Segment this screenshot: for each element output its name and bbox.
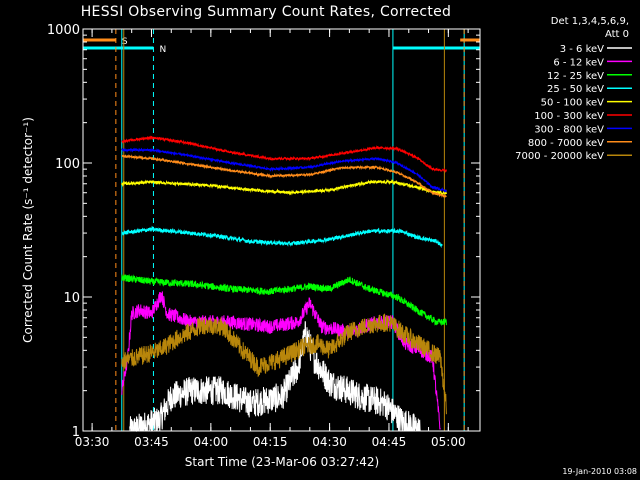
series-line-3-6-kev bbox=[129, 321, 421, 433]
plot-frame bbox=[82, 28, 481, 432]
x-tick-label: 04:15 bbox=[253, 435, 288, 449]
x-axis-title: Start Time (23-Mar-06 03:27:42) bbox=[185, 455, 379, 469]
y-tick-label: 100 bbox=[55, 157, 80, 172]
observing-flags: SN bbox=[83, 37, 480, 55]
series-line-800-7000-kev bbox=[121, 154, 447, 199]
legend: Det 1,3,4,5,6,9, Att 03 - 6 keV 6 - 12 keV… bbox=[515, 16, 632, 162]
series-line-25-50-kev bbox=[121, 225, 443, 249]
flag-label: S bbox=[122, 37, 128, 47]
legend-label-300-800-kev: 300 - 800 keV bbox=[534, 124, 604, 135]
series-line-300-800-kev bbox=[121, 147, 447, 194]
chart-title: HESSI Observing Summary Count Rates, Cor… bbox=[81, 4, 452, 20]
y-tick-label: 10 bbox=[63, 291, 80, 306]
series-group bbox=[121, 135, 447, 433]
x-tick-label: 04:00 bbox=[194, 435, 229, 449]
legend-label-100-300-kev: 100 - 300 keV bbox=[534, 111, 604, 122]
y-axis: 1 10 100 1000 bbox=[47, 23, 480, 440]
x-axis: 03:30 03:45 04:00 04:15 04:30 04:45 05:00 bbox=[75, 29, 469, 449]
legend-header: Att 0 bbox=[605, 29, 629, 40]
x-tick-label: 03:30 bbox=[75, 435, 110, 449]
x-tick-label: 04:30 bbox=[312, 435, 347, 449]
x-tick-label: 04:45 bbox=[372, 435, 407, 449]
x-tick-label: 03:45 bbox=[134, 435, 169, 449]
legend-label-6-12-kev: 6 - 12 keV bbox=[553, 57, 604, 68]
legend-label-50-100-kev: 50 - 100 keV bbox=[541, 98, 605, 109]
series-line-50-100-kev bbox=[121, 178, 447, 196]
x-tick-label: 05:00 bbox=[431, 435, 466, 449]
flag-label: N bbox=[159, 45, 166, 55]
legend-label-3-6-kev: 3 - 6 keV bbox=[560, 44, 604, 55]
y-tick-label: 1000 bbox=[47, 23, 80, 38]
series-line-12-25-kev bbox=[121, 274, 447, 326]
y-tick-label: 1 bbox=[72, 425, 80, 440]
event-markers bbox=[115, 29, 465, 431]
legend-label-800-7000-kev: 800 - 7000 keV bbox=[528, 138, 604, 149]
legend-label-25-50-kev: 25 - 50 keV bbox=[547, 84, 604, 95]
generation-date: 19-Jan-2010 03:08 bbox=[562, 467, 637, 476]
legend-header: Det 1,3,4,5,6,9, bbox=[551, 16, 629, 27]
legend-label-12-25-kev: 12 - 25 keV bbox=[547, 71, 604, 82]
series-line-7000-20000-kev bbox=[121, 313, 447, 415]
series-line-100-300-kev bbox=[121, 135, 447, 173]
legend-label-7000-20000-kev: 7000 - 20000 keV bbox=[515, 151, 604, 162]
y-axis-title: Corrected Count Rate (s⁻¹ detector⁻¹) bbox=[21, 117, 35, 343]
